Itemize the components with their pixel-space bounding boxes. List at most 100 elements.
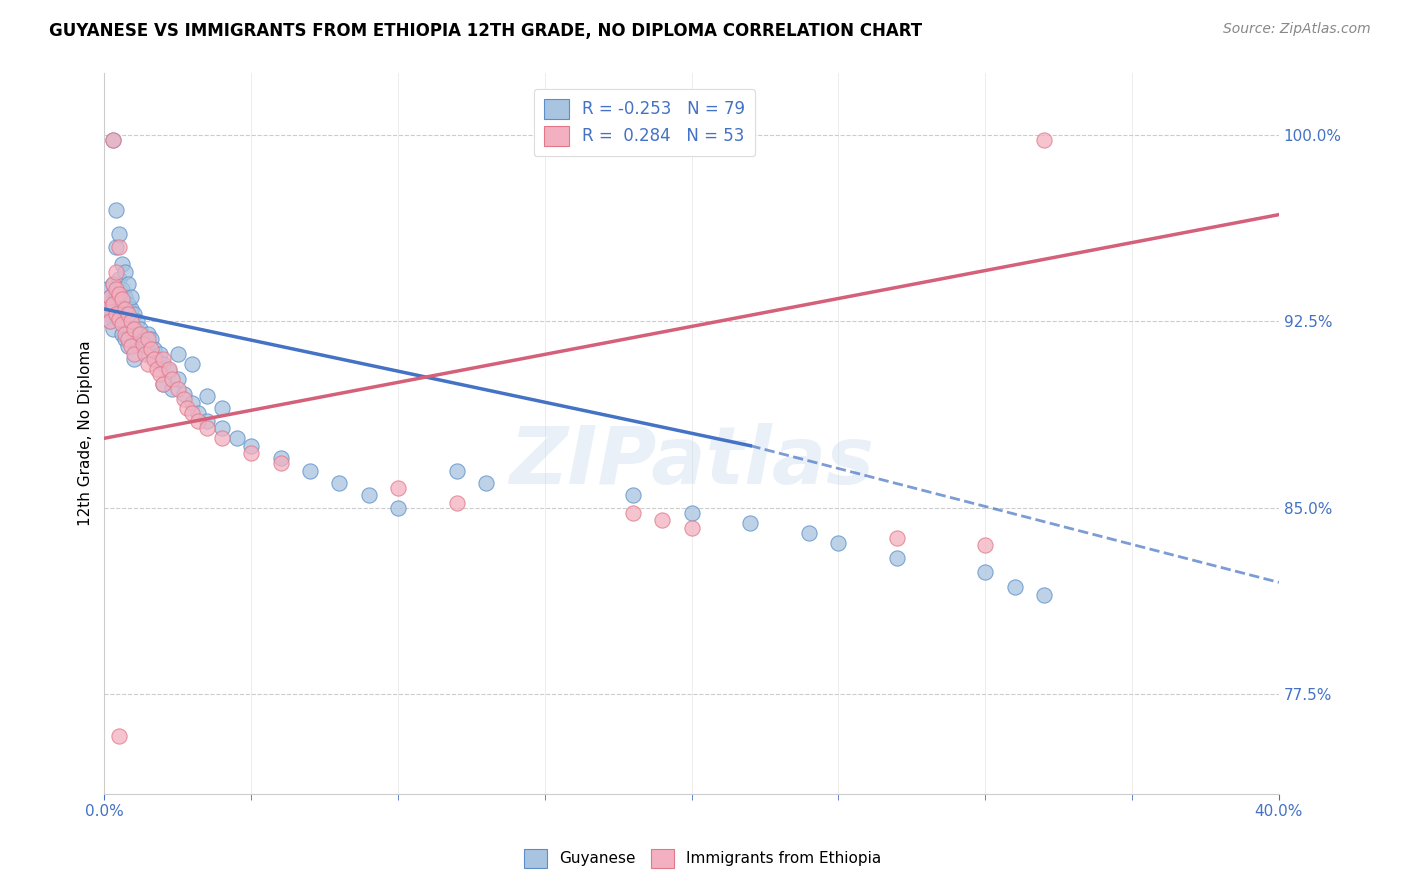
Point (152, 357, 174, 371)
Point (974, 538, 997, 552)
Point (108, 287, 131, 301)
Point (122, 307, 145, 321)
Point (357, 488, 380, 502)
Point (103, 277, 125, 292)
Point (621, 506, 644, 520)
Point (98, 290, 121, 304)
Point (187, 406, 209, 420)
Point (173, 392, 195, 406)
Point (114, 332, 136, 346)
Point (111, 292, 134, 306)
Point (651, 513, 673, 527)
Point (111, 326, 134, 341)
Point (211, 401, 233, 416)
Point (98, 301, 121, 316)
Point (1004, 580, 1026, 594)
Point (114, 301, 136, 316)
Legend: R = -0.253   N = 79, R =  0.284   N = 53: R = -0.253 N = 79, R = 0.284 N = 53 (534, 88, 755, 156)
Point (128, 326, 150, 341)
Point (96, 297, 118, 311)
Point (114, 290, 136, 304)
Point (114, 326, 136, 341)
Point (387, 481, 409, 495)
Point (108, 240, 131, 254)
Point (103, 277, 125, 292)
Point (108, 312, 131, 326)
Point (117, 339, 139, 353)
Point (117, 317, 139, 331)
Point (270, 451, 292, 466)
Point (138, 357, 160, 371)
Point (681, 521, 703, 535)
Y-axis label: 12th Grade, No Diploma: 12th Grade, No Diploma (79, 341, 93, 526)
Point (122, 351, 145, 366)
Point (740, 516, 762, 530)
Point (134, 339, 156, 353)
Point (131, 332, 153, 346)
Point (111, 301, 134, 316)
Point (105, 307, 128, 321)
Point (96, 282, 118, 296)
Point (138, 332, 160, 346)
Point (240, 446, 263, 460)
Point (143, 342, 166, 356)
Point (131, 336, 153, 351)
Point (122, 347, 145, 361)
Point (195, 421, 218, 435)
Point (195, 414, 218, 428)
Point (797, 525, 820, 540)
Point (211, 421, 233, 435)
Point (105, 265, 128, 279)
Point (103, 133, 125, 147)
Point (152, 376, 174, 391)
Point (152, 376, 174, 391)
Point (96, 301, 118, 316)
Point (681, 506, 703, 520)
Point (108, 290, 131, 304)
Point (974, 566, 997, 580)
Point (149, 347, 172, 361)
Point (166, 347, 188, 361)
Text: ZIPatlas: ZIPatlas (509, 423, 875, 501)
Point (108, 227, 131, 242)
Point (105, 287, 128, 301)
Point (225, 431, 247, 445)
Text: Source: ZipAtlas.com: Source: ZipAtlas.com (1223, 22, 1371, 37)
Point (120, 314, 142, 328)
Text: GUYANESE VS IMMIGRANTS FROM ETHIOPIA 12TH GRADE, NO DIPLOMA CORRELATION CHART: GUYANESE VS IMMIGRANTS FROM ETHIOPIA 12T… (49, 22, 922, 40)
Point (157, 361, 180, 376)
Point (96, 307, 118, 321)
Point (176, 401, 198, 416)
Point (195, 389, 218, 403)
Point (240, 439, 263, 453)
Point (181, 357, 204, 371)
Point (114, 265, 136, 279)
Point (134, 347, 156, 361)
Point (120, 301, 142, 316)
Point (117, 307, 139, 321)
Point (120, 322, 142, 336)
Point (173, 386, 195, 401)
Point (105, 307, 128, 321)
Point (827, 535, 849, 549)
Point (105, 282, 128, 296)
Point (103, 297, 125, 311)
Point (621, 488, 644, 502)
Point (446, 496, 468, 510)
Point (138, 347, 160, 361)
Point (143, 351, 166, 366)
Point (108, 730, 131, 744)
Point (181, 396, 204, 410)
Point (187, 414, 209, 428)
Point (117, 277, 139, 292)
Point (270, 456, 292, 470)
Point (141, 332, 163, 346)
Point (446, 464, 468, 478)
Point (886, 531, 908, 545)
Point (146, 351, 169, 366)
Point (98, 314, 121, 328)
Point (160, 371, 183, 385)
Point (125, 314, 148, 328)
Point (1033, 133, 1056, 147)
Point (111, 282, 134, 296)
